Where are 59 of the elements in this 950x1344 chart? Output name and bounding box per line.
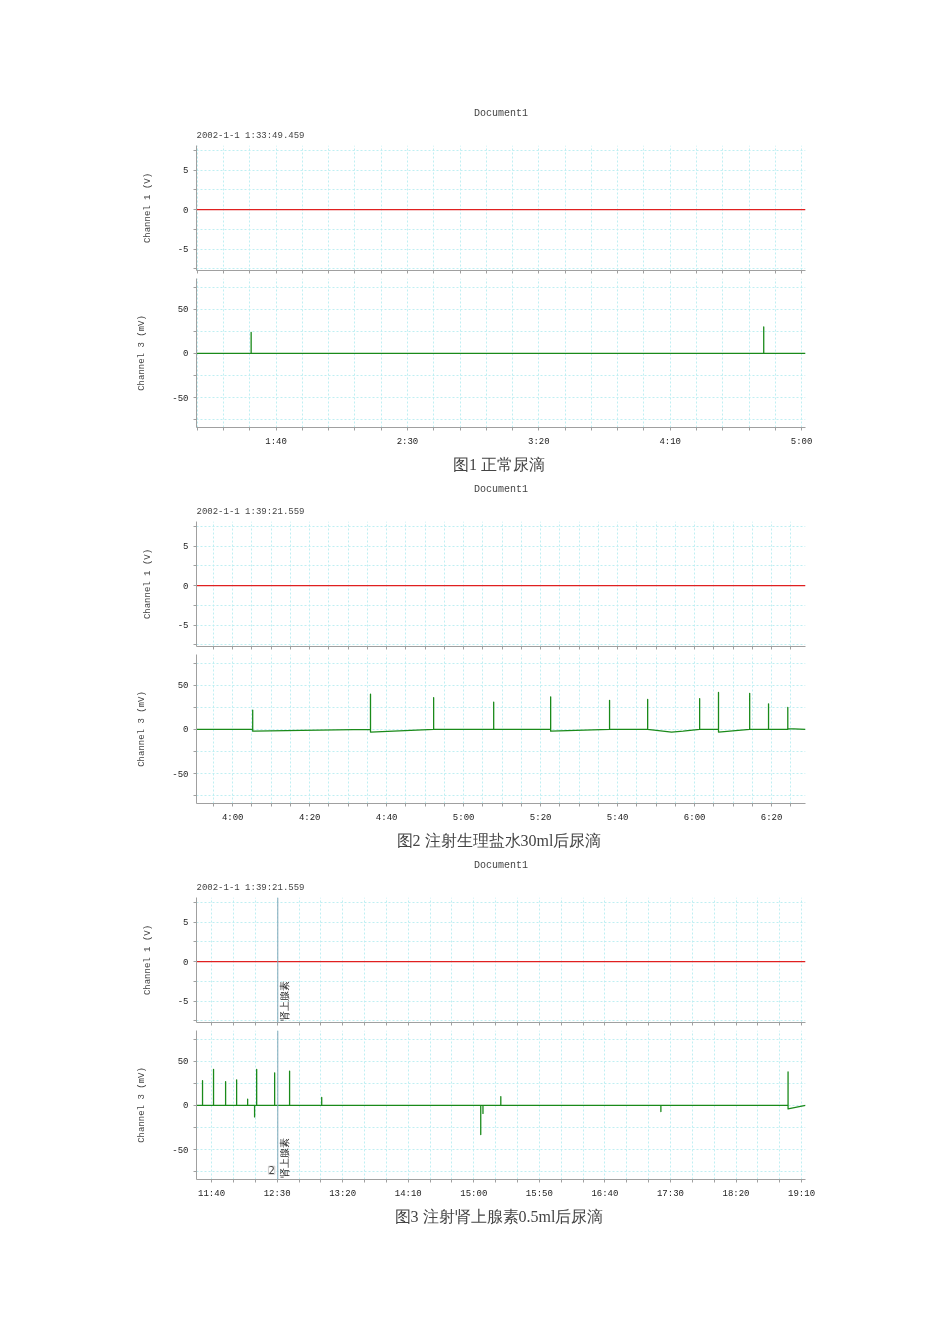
y-tick-label: 0 [183, 725, 189, 736]
caption: 图1 正常尿滴 [453, 455, 545, 473]
chart-title: Document1 [474, 859, 529, 871]
x-tick-label: 3:20 [528, 436, 550, 447]
ref-line-label: 肾上腺素 [278, 1137, 290, 1178]
x-tick-label: 2:30 [396, 436, 419, 447]
x-tick-label: 16:40 [591, 1188, 619, 1199]
y-axis-title: Channel 3 (mV) [137, 691, 148, 767]
x-tick-label: 18:20 [722, 1188, 750, 1199]
x-tick-label: 1:40 [265, 436, 287, 447]
y-tick-label: 0 [183, 349, 189, 360]
y-tick-label: -5 [177, 997, 189, 1008]
x-tick-label: 5:20 [529, 812, 552, 823]
y-tick-label: 5 [183, 918, 189, 929]
y-axis-title: Channel 1 (V) [142, 924, 153, 996]
y-tick-label: -50 [172, 1145, 189, 1156]
x-tick-label: 17:30 [656, 1188, 684, 1199]
chart-subtitle: 2002-1-1 1:39:21.559 [196, 506, 305, 517]
chart-subtitle: 2002-1-1 1:33:49.459 [196, 130, 305, 141]
x-tick-label: 15:00 [460, 1188, 488, 1199]
y-tick-label: 0 [183, 205, 189, 216]
ref-line-label: 肾上腺素 [278, 980, 290, 1021]
y-tick-label: 5 [183, 542, 189, 553]
y-tick-label: 0 [183, 581, 189, 592]
y-axis-title: Channel 1 (V) [142, 548, 153, 620]
y-tick-label: -50 [172, 393, 189, 404]
x-tick-label: 4:00 [221, 812, 244, 823]
x-tick-label: 11:40 [198, 1188, 226, 1199]
chart-subtitle: 2002-1-1 1:39:21.559 [196, 882, 305, 893]
caption: 图2 注射生理盐水30ml后尿滴 [396, 831, 602, 849]
y-tick-label: 50 [177, 305, 189, 316]
x-tick-label: 5:00 [452, 812, 475, 823]
x-tick-label: 15:50 [525, 1188, 553, 1199]
y-tick-label: -5 [177, 245, 189, 256]
y-tick-label: 0 [183, 1101, 189, 1112]
x-tick-label: 14:10 [394, 1188, 422, 1199]
x-tick-label: 12:30 [263, 1188, 291, 1199]
chart-title: Document1 [474, 483, 529, 495]
y-axis-title: Channel 3 (mV) [137, 315, 148, 391]
y-axis-title: Channel 3 (mV) [137, 1067, 148, 1143]
x-tick-label: 13:20 [329, 1188, 357, 1199]
annotation: 2 [268, 1165, 275, 1177]
y-tick-label: -5 [177, 621, 189, 632]
x-tick-label: 4:20 [298, 812, 321, 823]
x-tick-label: 19:10 [788, 1188, 816, 1199]
y-tick-label: -50 [172, 769, 189, 780]
y-tick-label: 50 [177, 1057, 189, 1068]
x-tick-label: 5:00 [790, 436, 813, 447]
caption: 图3 注射肾上腺素0.5ml后尿滴 [394, 1207, 604, 1225]
y-tick-label: 5 [183, 166, 189, 177]
chart-title: Document1 [474, 107, 529, 119]
x-tick-label: 6:00 [683, 812, 706, 823]
y-axis-title: Channel 1 (V) [142, 172, 153, 244]
y-tick-label: 50 [177, 681, 189, 692]
x-tick-label: 4:40 [375, 812, 398, 823]
x-tick-label: 6:20 [760, 812, 783, 823]
y-tick-label: 0 [183, 957, 189, 968]
x-tick-label: 5:40 [606, 812, 629, 823]
x-tick-label: 4:10 [659, 436, 681, 447]
